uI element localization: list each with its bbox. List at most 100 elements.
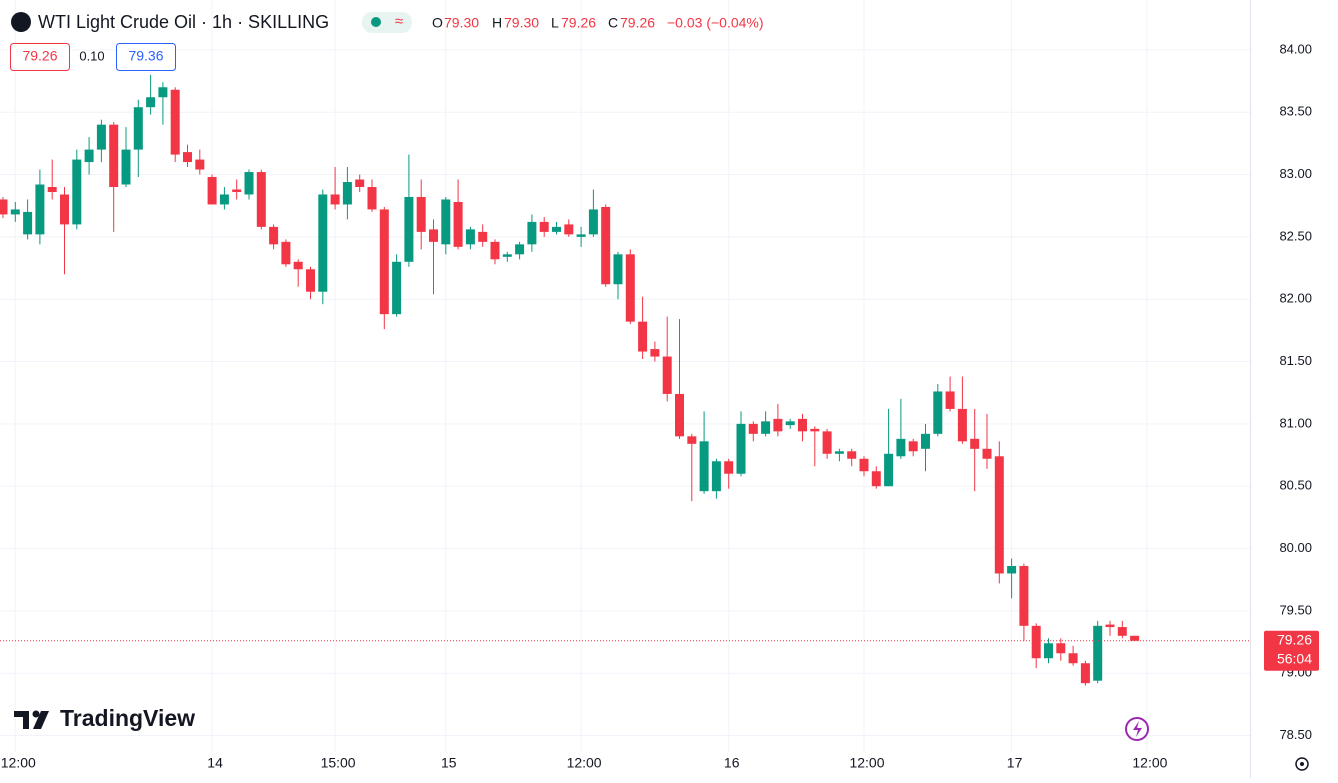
ask-box[interactable] (116, 43, 176, 71)
candle-body (699, 441, 709, 492)
alert-icon-bolt (1133, 721, 1142, 737)
x-tick-label: 17 (1007, 755, 1023, 771)
candle-body (859, 458, 869, 472)
candle-body (207, 177, 217, 205)
candle-body (552, 226, 561, 232)
settings-icon[interactable] (1295, 757, 1309, 771)
candle-body (367, 187, 377, 210)
alert-icon[interactable] (1125, 717, 1149, 741)
candle-body (109, 124, 119, 187)
candle-body (404, 196, 414, 262)
candle-body (219, 194, 229, 205)
y-tick-label: 84.00 (1279, 41, 1312, 56)
x-tick-label: 14 (207, 755, 223, 771)
candle-body (478, 231, 488, 242)
x-tick-label: 12:00 (567, 755, 602, 771)
y-tick-label: 80.50 (1279, 478, 1312, 493)
y-tick-label: 79.50 (1279, 602, 1312, 617)
candle-body (515, 244, 525, 255)
open-label: O (432, 15, 443, 31)
candle-body (933, 391, 943, 434)
settings-icon-center (1300, 762, 1304, 766)
candle-body (884, 453, 894, 487)
open-value: 79.30 (444, 15, 479, 31)
candle-body (10, 209, 20, 215)
close-label: C (608, 15, 618, 31)
candle-body (244, 172, 254, 195)
candle-body (170, 89, 180, 155)
candle-body (1044, 643, 1053, 659)
candle-body (834, 451, 844, 454)
candle-body (711, 461, 721, 492)
candle-body (490, 241, 500, 260)
candle-body (330, 194, 340, 205)
status-pill[interactable] (362, 12, 412, 33)
ask-value[interactable]: 79.36 (128, 48, 163, 64)
candle-body (945, 391, 955, 409)
candle-body (638, 321, 648, 352)
bid-box[interactable] (10, 43, 70, 71)
candle-body (761, 421, 771, 434)
x-tick-label: 12:00 (1, 755, 36, 771)
market-open-dot (371, 17, 381, 27)
candle-body (564, 224, 574, 235)
candle-body (601, 206, 611, 285)
candle-body (896, 438, 906, 457)
candle-body (625, 254, 635, 322)
candle-body (318, 194, 328, 292)
candle-body (256, 172, 266, 227)
symbol-title[interactable]: WTI Light Crude Oil · 1h · SKILLING (38, 12, 329, 32)
candle-body (465, 229, 475, 245)
candle-body (773, 418, 783, 432)
candle-body (47, 187, 57, 192)
candle-body (527, 221, 537, 245)
candle-body (994, 456, 1004, 574)
price-label: 79.26 (1277, 631, 1312, 647)
symbol-icon[interactable] (11, 12, 31, 32)
candle-body (60, 194, 69, 225)
candle-body (195, 159, 205, 170)
candle-body (121, 149, 131, 185)
brand-logo[interactable]: TradingView (14, 705, 195, 731)
candle-body (957, 408, 967, 442)
candle-body (0, 199, 8, 215)
candle-body (441, 199, 451, 245)
logo-mark (32, 710, 40, 718)
candle-body (1068, 653, 1078, 664)
candle-body (392, 261, 402, 315)
candle-body (1105, 624, 1115, 628)
y-tick-label: 83.50 (1279, 104, 1312, 119)
candle-body (785, 421, 795, 426)
candle-body (146, 97, 156, 108)
candle-body (232, 189, 242, 192)
y-tick-label: 81.00 (1279, 415, 1312, 430)
y-tick-label: 80.00 (1279, 540, 1312, 555)
change-value: −0.03 (−0.04%) (667, 15, 764, 31)
x-tick-label: 12:00 (1132, 755, 1167, 771)
candle-body (429, 229, 438, 242)
brand-name: TradingView (60, 705, 195, 731)
candle-body (650, 349, 660, 357)
status-icon: ≈ (395, 13, 403, 30)
y-tick-label: 83.00 (1279, 166, 1312, 181)
y-tick-label: 82.00 (1279, 291, 1312, 306)
candle-body (1080, 663, 1090, 684)
candle-body (1117, 627, 1127, 636)
x-tick-label: 12:00 (849, 755, 884, 771)
candle-body (1093, 625, 1103, 681)
candle-body (970, 438, 980, 449)
x-tick-label: 15 (441, 755, 457, 771)
x-tick-label: 16 (724, 755, 740, 771)
bid-value[interactable]: 79.26 (22, 48, 57, 64)
logo-mark (33, 711, 49, 729)
candle-body (72, 159, 82, 225)
candle-body (847, 451, 857, 459)
candle-body (133, 107, 143, 150)
candle-body (1031, 625, 1041, 659)
candle-body (822, 431, 832, 454)
candle-body (982, 448, 992, 459)
spread-value: 0.10 (79, 48, 104, 63)
candle-body (293, 261, 303, 270)
candle-body (379, 209, 389, 315)
